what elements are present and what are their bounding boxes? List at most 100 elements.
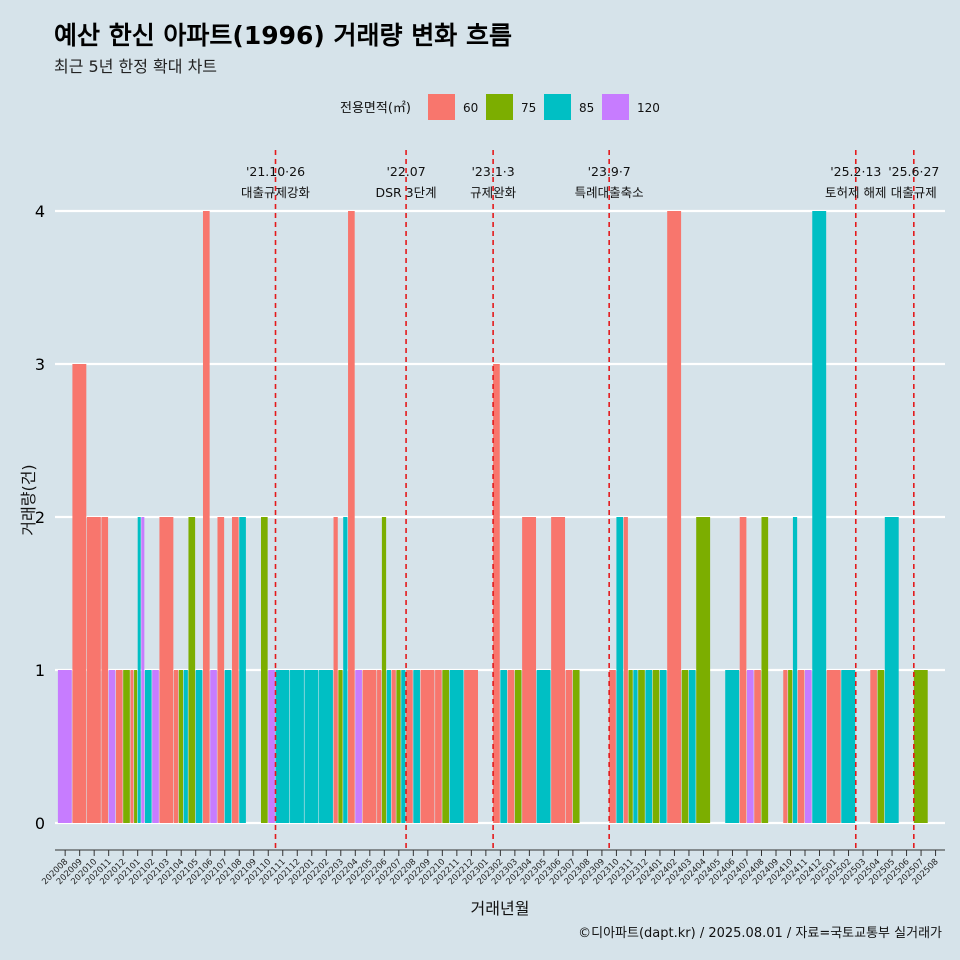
bar-75-202507 [913, 670, 928, 823]
bar-60-202410 [783, 670, 788, 823]
event-date: '25.2·13 [830, 164, 881, 179]
bar-75-202401 [652, 670, 660, 823]
bar-85-202312 [645, 670, 653, 823]
bar-75-202404 [696, 517, 711, 823]
bar-120-202101 [141, 517, 145, 823]
chart-subtitle: 최근 5년 한정 확대 차트 [54, 57, 218, 76]
legend-swatch-85 [544, 94, 571, 120]
bar-75-202410 [788, 670, 793, 823]
y-tick-label: 1 [35, 661, 45, 680]
y-tick-label: 3 [35, 355, 45, 374]
bar-60-202012 [115, 670, 123, 823]
bar-60-202206 [377, 670, 382, 823]
event-label: DSR 3단계 [375, 185, 436, 200]
y-tick-label: 0 [35, 814, 45, 833]
bar-85-202302 [500, 670, 508, 823]
y-tick-label: 2 [35, 508, 45, 527]
legend-title: 전용면적(㎡) [340, 101, 411, 116]
legend-swatch-60 [428, 94, 455, 120]
bar-120-202011 [108, 670, 116, 823]
bar-60-202408 [754, 670, 761, 823]
bar-85-202406 [725, 670, 740, 823]
bar-120-202204 [355, 670, 362, 823]
bar-60-202207 [391, 670, 396, 823]
bar-85-202310 [616, 517, 624, 823]
bar-75-202104 [178, 670, 184, 823]
event-date: '21.10·26 [246, 164, 305, 179]
bar-85-202101 [137, 517, 141, 823]
bar-60-202103 [159, 517, 174, 823]
bar-85-202111 [275, 670, 290, 823]
bar-120-202008 [57, 670, 72, 823]
bar-60-202108 [231, 517, 239, 823]
bar-60-202010 [86, 517, 101, 823]
bar-85-202401 [659, 670, 667, 823]
source-caption: ©디아파트(dapt.kr) / 2025.08.01 / 자료=국토교통부 실… [578, 926, 942, 941]
bar-75-202101 [134, 670, 138, 823]
bar-60-202304 [522, 517, 537, 823]
bar-85-202412 [812, 211, 827, 823]
bar-60-202311 [623, 517, 628, 823]
bar-85-202207 [401, 670, 406, 823]
bar-60-202212 [464, 670, 479, 823]
bar-75-202012 [123, 670, 130, 823]
bar-60-202501 [826, 670, 841, 823]
bar-60-202306 [551, 517, 566, 823]
bar-75-202403 [681, 670, 689, 823]
bar-85-202502 [841, 670, 856, 823]
bar-60-202011 [101, 517, 109, 823]
bar-85-202105 [195, 670, 203, 823]
bar-75-202110 [260, 517, 268, 823]
bar-120-202411 [805, 670, 812, 823]
chart-title: 예산 한신 아파트(1996) 거래량 변화 흐름 [54, 21, 512, 50]
event-date: '23.9·7 [588, 164, 631, 179]
bar-60-202203 [333, 517, 338, 823]
bar-60-202307 [565, 670, 573, 823]
bar-60-202106 [202, 211, 210, 823]
bar-60-202210 [435, 670, 442, 823]
bar-60-202208 [406, 670, 413, 823]
bar-85-202104 [183, 670, 188, 823]
bar-60-202107 [217, 517, 225, 823]
bar-85-202403 [688, 670, 696, 823]
bar-75-202408 [761, 517, 769, 823]
bar-120-202102 [152, 670, 159, 823]
legend-swatch-120 [602, 94, 629, 120]
bar-75-202207 [396, 670, 401, 823]
event-label: 토허제 해제 [825, 185, 886, 200]
bar-85-202410 [792, 517, 798, 823]
bar-60-202303 [507, 670, 515, 823]
bar-120-202106 [210, 670, 217, 823]
event-date: '25.6·27 [888, 164, 939, 179]
bar-85-202202 [319, 670, 333, 823]
bar-75-202105 [188, 517, 196, 823]
legend-label-85: 85 [579, 101, 594, 115]
bar-60-202407 [739, 517, 747, 823]
legend-label-60: 60 [463, 101, 478, 115]
bar-85-202108 [239, 517, 246, 823]
bar-60-202209 [420, 670, 435, 823]
event-label: 대출규제 [891, 185, 937, 200]
bar-60-202101 [130, 670, 134, 823]
bar-85-202102 [144, 670, 152, 823]
x-axis-title: 거래년월 [471, 899, 530, 918]
bar-85-202505 [884, 517, 899, 823]
y-tick-label: 4 [35, 202, 45, 221]
bar-85-202206 [386, 670, 391, 823]
bar-120-202110 [268, 670, 275, 823]
bar-85-202203 [343, 517, 348, 823]
event-label: 규제완화 [470, 185, 517, 200]
bar-85-202305 [536, 670, 551, 823]
bar-120-202407 [746, 670, 754, 823]
bar-75-202210 [442, 670, 449, 823]
bar-60-202204 [348, 211, 355, 823]
legend-swatch-75 [486, 94, 513, 120]
bar-85-202112 [290, 670, 304, 823]
bar-60-202402 [667, 211, 682, 823]
event-label: 특례대출축소 [575, 185, 644, 200]
bar-85-202208 [413, 670, 420, 823]
bar-75-202311 [628, 670, 633, 823]
bar-75-202312 [638, 670, 645, 823]
event-label: 대출규제강화 [241, 185, 311, 200]
